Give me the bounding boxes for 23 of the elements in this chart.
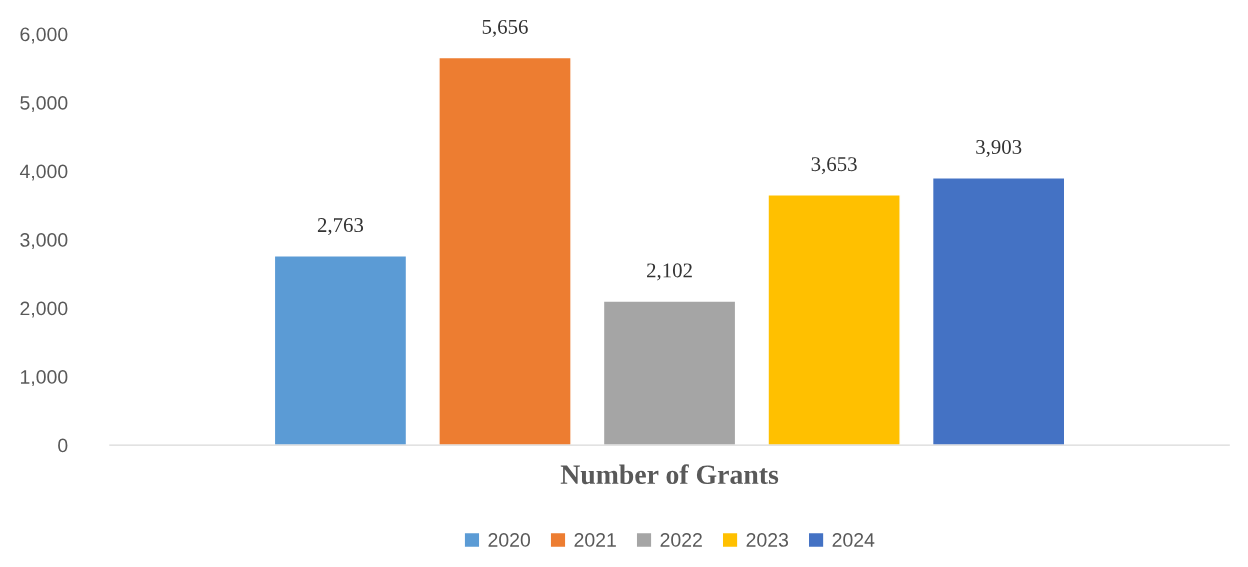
bar: [767, 194, 901, 446]
y-tick-label: 4,000: [19, 164, 68, 181]
legend-label: 2024: [832, 533, 875, 547]
bar: [931, 176, 1066, 446]
bar: [273, 255, 408, 446]
y-tick-label: 1,000: [20, 370, 68, 387]
legend-label: 2021: [574, 533, 616, 547]
data-label: 5,656: [482, 19, 528, 37]
x-tick-label: Number of Grants: [560, 464, 779, 485]
y-tick-label: 3,000: [20, 233, 68, 250]
y-tick-label: 2,000: [20, 301, 68, 318]
legend-label: 2022: [660, 533, 702, 547]
data-label: 2,102: [647, 263, 692, 281]
data-label: 3,903: [976, 139, 1022, 158]
y-tick-label: 5,000: [20, 96, 68, 113]
legend-label: 2020: [488, 533, 531, 547]
y-tick-label: 6,000: [20, 27, 68, 44]
data-label: 2,763: [317, 218, 364, 236]
data-label: 3,653: [811, 157, 857, 175]
y-tick-label: 0: [58, 438, 68, 453]
legend-label: 2023: [746, 533, 789, 547]
bar: [602, 300, 737, 446]
bar: [438, 56, 572, 446]
